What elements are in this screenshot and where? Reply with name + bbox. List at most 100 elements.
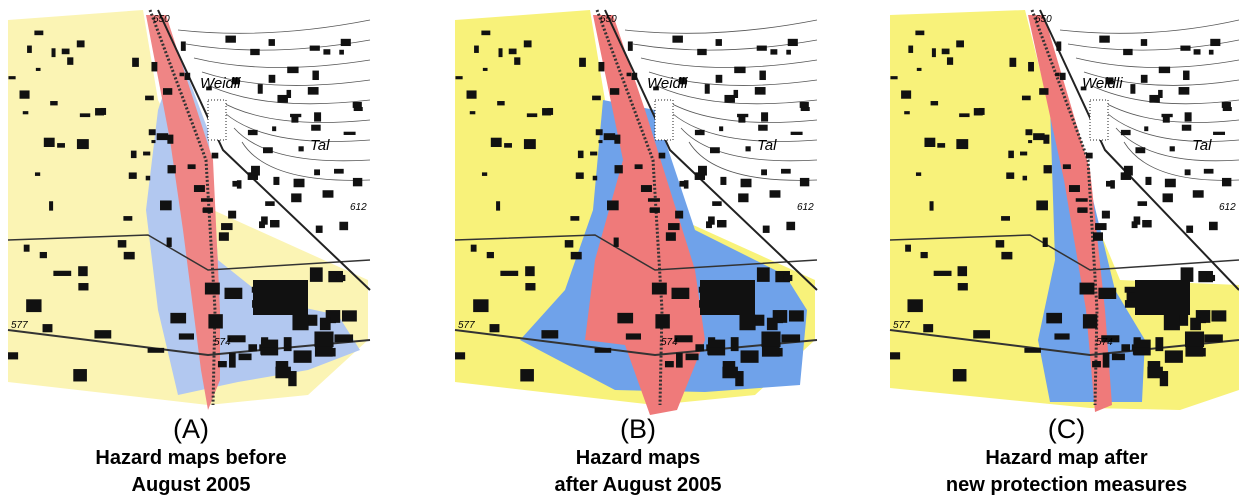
building xyxy=(185,73,191,80)
building xyxy=(1086,153,1093,159)
building xyxy=(1210,39,1220,46)
building xyxy=(504,143,512,148)
building xyxy=(745,146,750,151)
caption-line: new protection measures xyxy=(946,474,1187,496)
caption-line: Hazard maps xyxy=(576,447,701,469)
map-label: 650 xyxy=(153,14,170,25)
building xyxy=(471,245,477,252)
building xyxy=(143,152,150,156)
building xyxy=(1099,36,1109,43)
building xyxy=(930,201,934,210)
building xyxy=(44,138,55,147)
building xyxy=(455,352,465,359)
building xyxy=(604,133,615,140)
building xyxy=(763,226,770,233)
building xyxy=(1044,165,1052,173)
contour xyxy=(242,142,370,180)
building xyxy=(50,101,57,105)
building xyxy=(1135,280,1190,315)
building xyxy=(786,50,791,55)
building xyxy=(24,245,30,252)
building xyxy=(956,139,968,149)
building xyxy=(1001,216,1010,221)
building xyxy=(194,185,205,192)
building xyxy=(931,101,938,105)
building xyxy=(592,96,601,101)
building xyxy=(80,113,90,117)
building xyxy=(53,271,71,276)
building xyxy=(1054,333,1069,339)
building xyxy=(490,324,500,332)
building xyxy=(1161,114,1172,117)
building xyxy=(1069,185,1080,192)
building xyxy=(1179,87,1190,95)
building xyxy=(1006,172,1014,178)
map-label: 577 xyxy=(893,320,910,331)
building xyxy=(598,62,604,71)
building xyxy=(1028,140,1032,143)
building xyxy=(578,151,584,158)
building xyxy=(259,221,265,228)
building xyxy=(907,299,922,312)
building xyxy=(1213,132,1225,135)
building xyxy=(717,220,726,227)
building xyxy=(337,275,346,281)
building xyxy=(781,334,800,342)
building xyxy=(314,169,320,175)
building xyxy=(1209,50,1214,55)
building xyxy=(607,200,619,210)
building xyxy=(755,315,764,326)
map-label: Weidli xyxy=(647,75,688,92)
building xyxy=(94,330,111,338)
contour xyxy=(641,58,817,68)
building xyxy=(353,102,362,108)
building xyxy=(576,172,584,178)
building xyxy=(481,31,490,36)
building xyxy=(67,57,73,65)
building xyxy=(118,240,127,247)
building xyxy=(26,299,41,312)
building xyxy=(916,172,921,176)
building xyxy=(1185,331,1204,346)
building xyxy=(1165,179,1176,188)
building xyxy=(1181,267,1194,282)
building xyxy=(626,333,641,339)
building xyxy=(40,252,47,258)
building xyxy=(614,238,619,247)
map-label: 612 xyxy=(1219,202,1236,213)
building xyxy=(473,299,488,312)
building xyxy=(43,324,53,332)
building xyxy=(353,178,362,186)
building xyxy=(1222,178,1231,186)
building xyxy=(514,57,520,65)
building xyxy=(251,166,260,176)
building xyxy=(1132,221,1138,228)
building xyxy=(1103,353,1110,368)
building xyxy=(800,102,809,108)
building xyxy=(923,324,933,332)
building xyxy=(1112,354,1125,361)
building xyxy=(791,132,803,135)
building xyxy=(1095,223,1107,230)
building xyxy=(221,223,233,230)
map-label: 650 xyxy=(600,14,617,25)
building xyxy=(167,135,173,144)
building xyxy=(590,152,597,156)
building xyxy=(151,140,155,143)
building xyxy=(655,314,669,328)
building xyxy=(915,31,924,36)
building xyxy=(1142,220,1151,227)
building xyxy=(239,354,252,361)
building xyxy=(1046,313,1062,324)
building xyxy=(917,68,922,71)
building xyxy=(719,126,723,131)
caption-line: Hazard map after xyxy=(985,447,1147,469)
building xyxy=(270,220,279,227)
building xyxy=(781,169,791,174)
building xyxy=(273,177,279,185)
map-label: 577 xyxy=(458,320,475,331)
building xyxy=(707,348,724,355)
building xyxy=(311,125,320,131)
building xyxy=(937,143,945,148)
